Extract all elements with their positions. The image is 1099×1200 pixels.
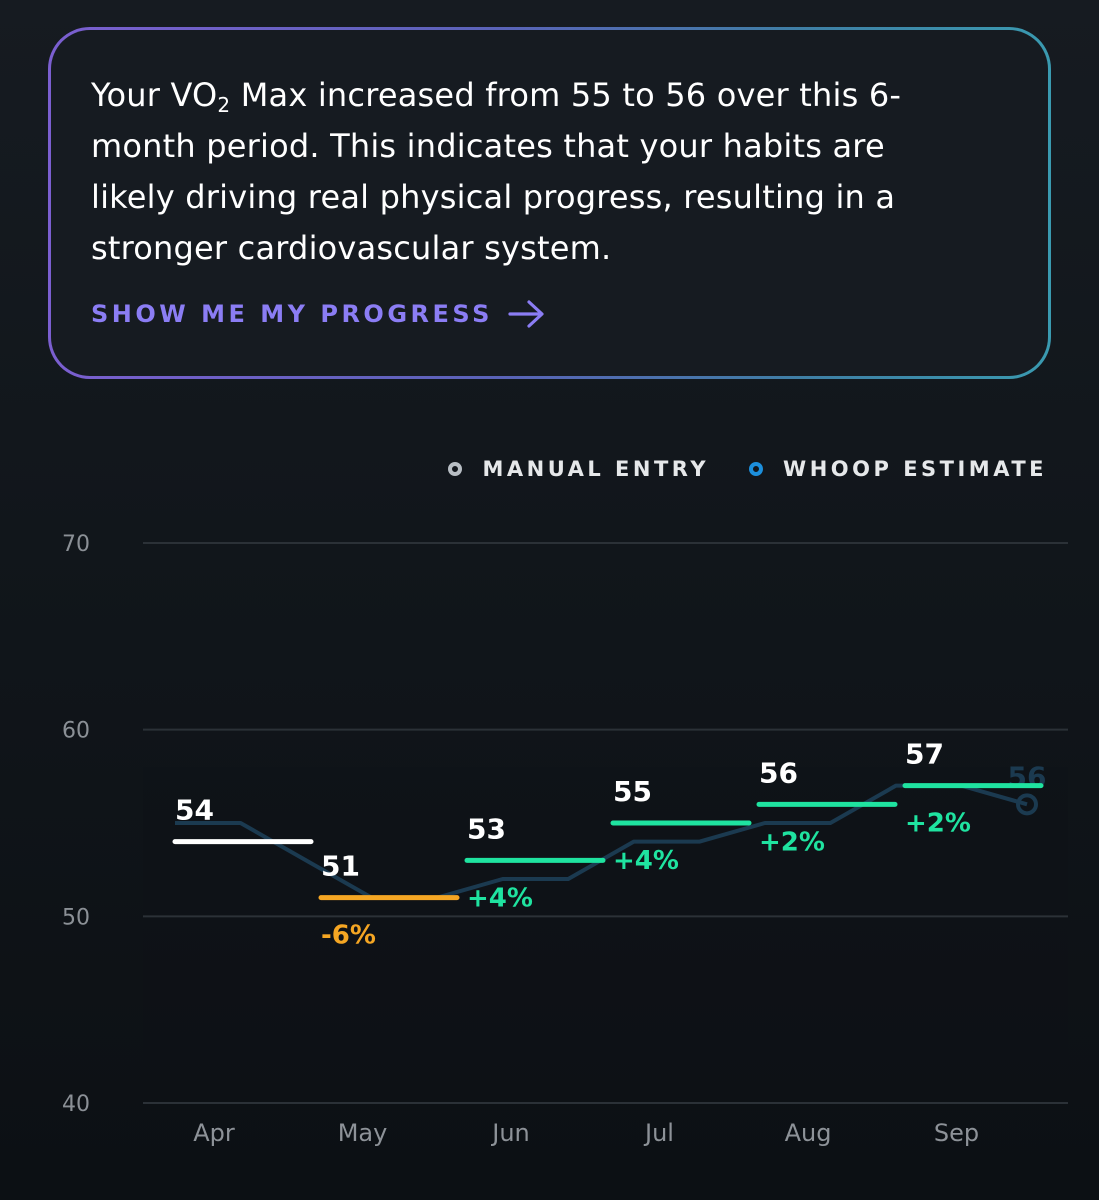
insight-card: Your VO2 Max increased from 55 to 56 ove… <box>48 27 1051 379</box>
legend-manual-entry-label: MANUAL ENTRY <box>482 457 710 481</box>
insight-text: Your VO2 Max increased from 55 to 56 ove… <box>91 70 971 274</box>
x-tick-label: Aug <box>785 1119 832 1147</box>
x-tick-label: Jun <box>490 1119 530 1147</box>
whoop-estimate-value-label: 56 <box>1008 760 1047 793</box>
vo2max-chart: 40 50 60 70 56 54 51 -6% 53 +4% 55 +4% 56 +2% 57 +2% Apr… <box>62 532 1068 1147</box>
show-progress-label: SHOW ME MY PROGRESS <box>91 300 493 328</box>
legend-whoop-estimate-label: WHOOP ESTIMATE <box>783 457 1047 481</box>
monthly-change-label: -6% <box>321 921 376 951</box>
whoop-estimate-marker <box>1016 793 1038 816</box>
manual-entry-dot-icon <box>448 462 463 476</box>
monthly-change-label: +4% <box>613 846 679 876</box>
monthly-value-label: 51 <box>321 850 360 883</box>
monthly-value-label: 54 <box>175 794 214 827</box>
x-tick-label: Apr <box>193 1119 235 1147</box>
chart-legend: MANUAL ENTRY WHOOP ESTIMATE <box>448 457 1047 481</box>
insight-card-body: Your VO2 Max increased from 55 to 56 ove… <box>51 30 1048 376</box>
insight-text-subscript: 2 <box>217 93 231 117</box>
y-tick-label: 40 <box>62 1092 90 1117</box>
x-tick-label: Sep <box>934 1119 979 1147</box>
plot-background <box>143 767 1068 1103</box>
insight-text-prefix: Your VO <box>91 76 218 114</box>
whoop-estimate-dot-icon <box>749 462 764 476</box>
monthly-change-label: +2% <box>905 809 971 839</box>
arrow-right-icon <box>508 300 544 328</box>
insight-text-rest: Max increased from 55 to 56 over this 6-… <box>91 76 902 267</box>
legend-manual-entry[interactable]: MANUAL ENTRY <box>448 457 709 481</box>
monthly-change-label: +4% <box>467 883 533 913</box>
monthly-value-label: 57 <box>905 738 944 771</box>
monthly-change-label: +2% <box>759 827 825 857</box>
y-tick-label: 70 <box>62 532 90 557</box>
legend-whoop-estimate[interactable]: WHOOP ESTIMATE <box>749 457 1047 481</box>
monthly-value-label: 53 <box>467 812 506 845</box>
x-tick-label: May <box>338 1119 388 1147</box>
y-tick-label: 60 <box>62 719 90 744</box>
show-progress-button[interactable]: SHOW ME MY PROGRESS <box>91 298 547 330</box>
monthly-value-label: 55 <box>613 775 652 808</box>
y-tick-label: 50 <box>62 905 90 930</box>
monthly-value-label: 56 <box>759 756 798 789</box>
x-tick-label: Jul <box>643 1119 674 1147</box>
